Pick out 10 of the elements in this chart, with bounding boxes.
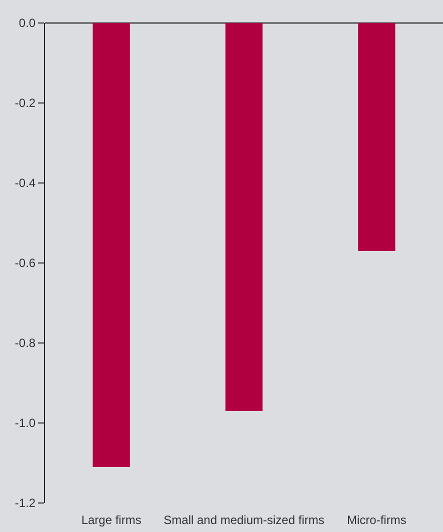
y-tick-label: -1.2 — [14, 496, 36, 510]
y-tick-label: 0.0 — [18, 16, 36, 30]
x-tick-label: Large firms — [81, 513, 142, 527]
y-tick-label: -0.4 — [14, 176, 36, 190]
y-tick-label: -0.8 — [14, 336, 36, 350]
y-tick-label: -0.6 — [14, 256, 36, 270]
y-tick-label: -0.2 — [14, 96, 36, 110]
x-tick-label: Micro-firms — [347, 513, 406, 527]
x-tick-label: Small and medium-sized firms — [164, 513, 324, 527]
y-tick-label: -1.0 — [14, 416, 36, 430]
